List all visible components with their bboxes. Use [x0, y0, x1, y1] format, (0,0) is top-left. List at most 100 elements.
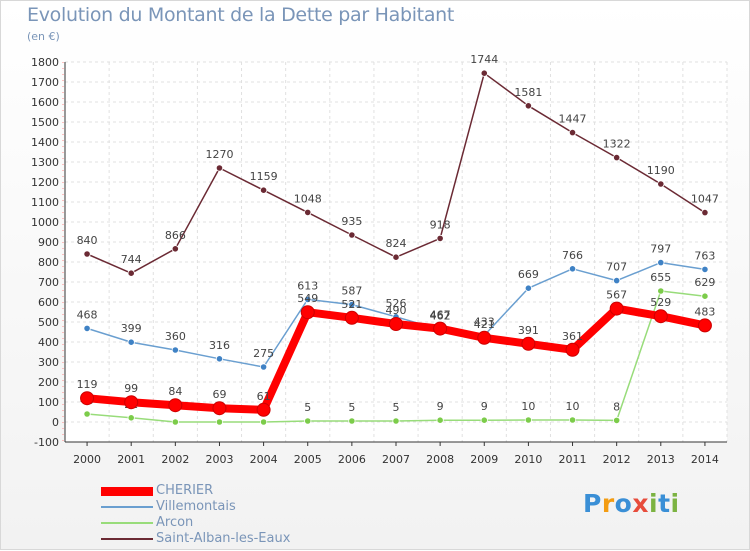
chart-unit: (en €) [27, 30, 60, 43]
data-label: 483 [694, 305, 715, 318]
data-label: 567 [606, 289, 627, 302]
series-point [701, 209, 709, 217]
series-point [344, 310, 359, 325]
series-point [613, 276, 621, 285]
series-point [701, 265, 709, 273]
chart-title: Evolution du Montant de la Dette par Hab… [27, 4, 455, 26]
series-point [480, 416, 488, 424]
data-label: 549 [297, 292, 318, 305]
data-label: 8 [613, 400, 620, 413]
data-label: 1447 [559, 113, 587, 126]
series-point [83, 324, 91, 332]
data-label: 669 [518, 268, 539, 281]
y-tick-label: 100 [38, 396, 59, 409]
series-point [436, 416, 444, 424]
series-point [389, 317, 403, 331]
data-label: 5 [348, 401, 355, 414]
series-point [348, 231, 356, 239]
series-point [568, 129, 577, 137]
y-tick-label: 700 [38, 276, 59, 289]
y-tick-label: 300 [38, 356, 59, 369]
y-tick-label: 200 [38, 376, 59, 389]
series-point [83, 250, 91, 258]
data-label: 824 [386, 237, 407, 250]
plot-area [65, 62, 727, 442]
series-point [304, 208, 312, 216]
data-label: 1581 [514, 86, 542, 99]
series-point [256, 402, 271, 417]
data-label: 707 [606, 261, 627, 274]
data-label: 1047 [691, 193, 719, 206]
data-label: 766 [562, 249, 583, 262]
series-point [477, 330, 492, 345]
series-point [392, 253, 400, 261]
data-label: 10 [521, 400, 535, 413]
data-label: 467 [430, 309, 451, 322]
data-label: 61 [257, 390, 271, 403]
data-label: 9 [437, 400, 444, 413]
legend-swatch [101, 506, 153, 508]
logo-letter: t [658, 489, 671, 518]
data-label: 1190 [647, 164, 675, 177]
series-point [215, 164, 224, 172]
x-tick-label: 2010 [514, 453, 542, 466]
y-tick-label: 1700 [31, 76, 59, 89]
y-tick-label: 600 [38, 296, 59, 309]
series-point [657, 287, 665, 295]
series-point [127, 414, 135, 422]
series-point [171, 418, 179, 426]
series-point [568, 416, 577, 424]
x-tick-label: 2009 [470, 453, 498, 466]
series-point [433, 321, 448, 336]
data-label: 316 [209, 339, 230, 352]
data-label: 5 [304, 401, 311, 414]
y-tick-label: 1500 [31, 116, 59, 129]
series-point [348, 300, 356, 309]
series-point [215, 418, 224, 426]
data-label: 275 [253, 347, 274, 360]
data-label: 1270 [205, 148, 233, 161]
series-point [565, 342, 580, 357]
series-point [304, 295, 312, 303]
series-point [653, 309, 668, 324]
data-label: 840 [77, 234, 98, 247]
x-tick-label: 2001 [117, 453, 145, 466]
y-tick-label: 400 [38, 336, 59, 349]
data-label: 587 [341, 285, 362, 298]
x-tick-label: 2007 [382, 453, 410, 466]
y-tick-label: 500 [38, 316, 59, 329]
series-point [168, 398, 183, 413]
series-point [524, 284, 533, 292]
data-label: 529 [650, 296, 671, 309]
legend-label: CHERIER [156, 483, 214, 498]
series-point [613, 154, 621, 162]
series-point [259, 363, 268, 371]
y-tick-label: 1000 [31, 216, 59, 229]
legend-label: Villemontais [156, 499, 236, 514]
series-point [127, 338, 135, 346]
x-tick-label: 2006 [338, 453, 366, 466]
y-tick-label: 1100 [31, 196, 59, 209]
data-label: 9 [481, 400, 488, 413]
series-point [521, 336, 536, 351]
series-point [348, 417, 356, 425]
data-label: 468 [77, 308, 98, 321]
series-point [171, 245, 179, 253]
data-label: 521 [341, 298, 362, 311]
data-label: 1159 [250, 170, 278, 183]
data-label: 84 [168, 385, 182, 398]
data-label: 1048 [294, 192, 322, 205]
data-label: 391 [518, 324, 539, 337]
data-label: 399 [121, 322, 142, 335]
data-label: 69 [212, 388, 226, 401]
data-label: 629 [694, 276, 715, 289]
series-point [701, 292, 709, 300]
x-tick-label: 2002 [161, 453, 189, 466]
x-tick-label: 2005 [294, 453, 322, 466]
data-label: 462 [430, 310, 451, 323]
y-tick-label: -100 [34, 436, 59, 449]
series-point [259, 186, 268, 194]
series-point [124, 395, 139, 410]
data-label: 918 [430, 218, 451, 231]
